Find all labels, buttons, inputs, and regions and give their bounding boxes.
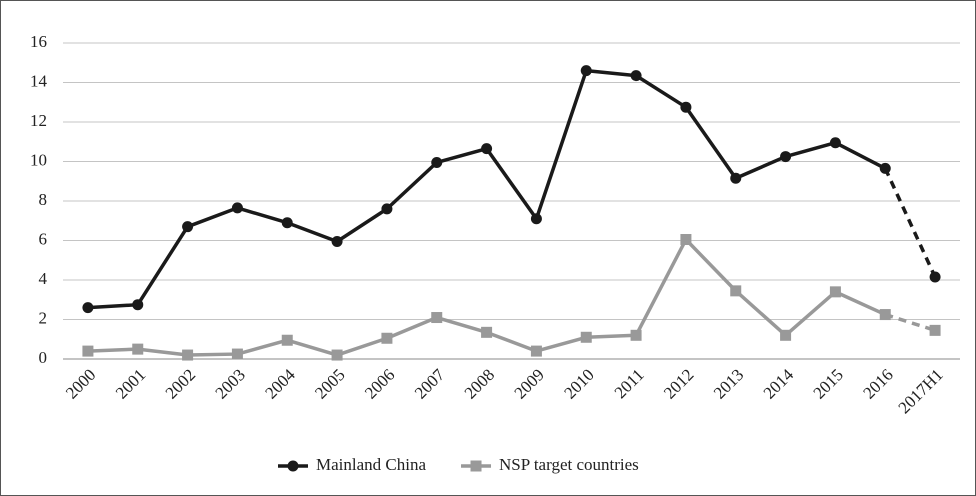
legend-label: Mainland China	[316, 455, 426, 474]
data-point	[929, 324, 941, 336]
data-point	[730, 285, 742, 297]
data-point	[281, 334, 293, 346]
data-point	[431, 312, 443, 324]
data-point	[929, 271, 941, 283]
data-point	[829, 286, 841, 298]
data-point	[331, 349, 343, 361]
data-point	[879, 162, 891, 174]
data-point	[431, 156, 443, 168]
data-point	[780, 329, 792, 341]
data-point	[530, 213, 542, 225]
data-point	[630, 70, 642, 82]
data-point	[780, 151, 792, 163]
data-point	[381, 332, 393, 344]
dashed-segment	[884, 312, 936, 333]
data-point	[580, 331, 592, 343]
dashed-segment	[883, 167, 937, 278]
y-tick-label: 0	[39, 348, 48, 367]
data-point	[829, 137, 841, 149]
data-point	[630, 329, 642, 341]
data-point	[879, 309, 891, 321]
data-point	[231, 348, 243, 360]
data-point	[481, 143, 493, 155]
data-point	[481, 326, 493, 338]
y-tick-label: 14	[30, 71, 48, 90]
data-point	[580, 65, 592, 77]
legend-marker	[287, 460, 299, 472]
data-point	[82, 302, 94, 314]
data-point	[132, 343, 144, 355]
data-point	[82, 345, 94, 357]
data-point	[680, 234, 692, 246]
data-point	[182, 221, 194, 233]
y-tick-label: 16	[30, 32, 47, 51]
data-point	[331, 235, 343, 247]
data-point	[680, 101, 692, 113]
data-point	[132, 299, 144, 311]
data-point	[231, 202, 243, 214]
data-point	[530, 345, 542, 357]
legend-marker	[470, 460, 482, 472]
y-tick-label: 4	[39, 269, 48, 288]
y-tick-label: 2	[39, 308, 48, 327]
data-point	[730, 172, 742, 184]
y-tick-label: 8	[39, 190, 48, 209]
data-point	[182, 349, 194, 361]
y-tick-label: 12	[30, 111, 47, 130]
data-point	[381, 203, 393, 215]
y-tick-label: 10	[30, 150, 47, 169]
data-point	[281, 217, 293, 229]
legend-label: NSP target countries	[499, 455, 639, 474]
y-tick-label: 6	[39, 229, 48, 248]
